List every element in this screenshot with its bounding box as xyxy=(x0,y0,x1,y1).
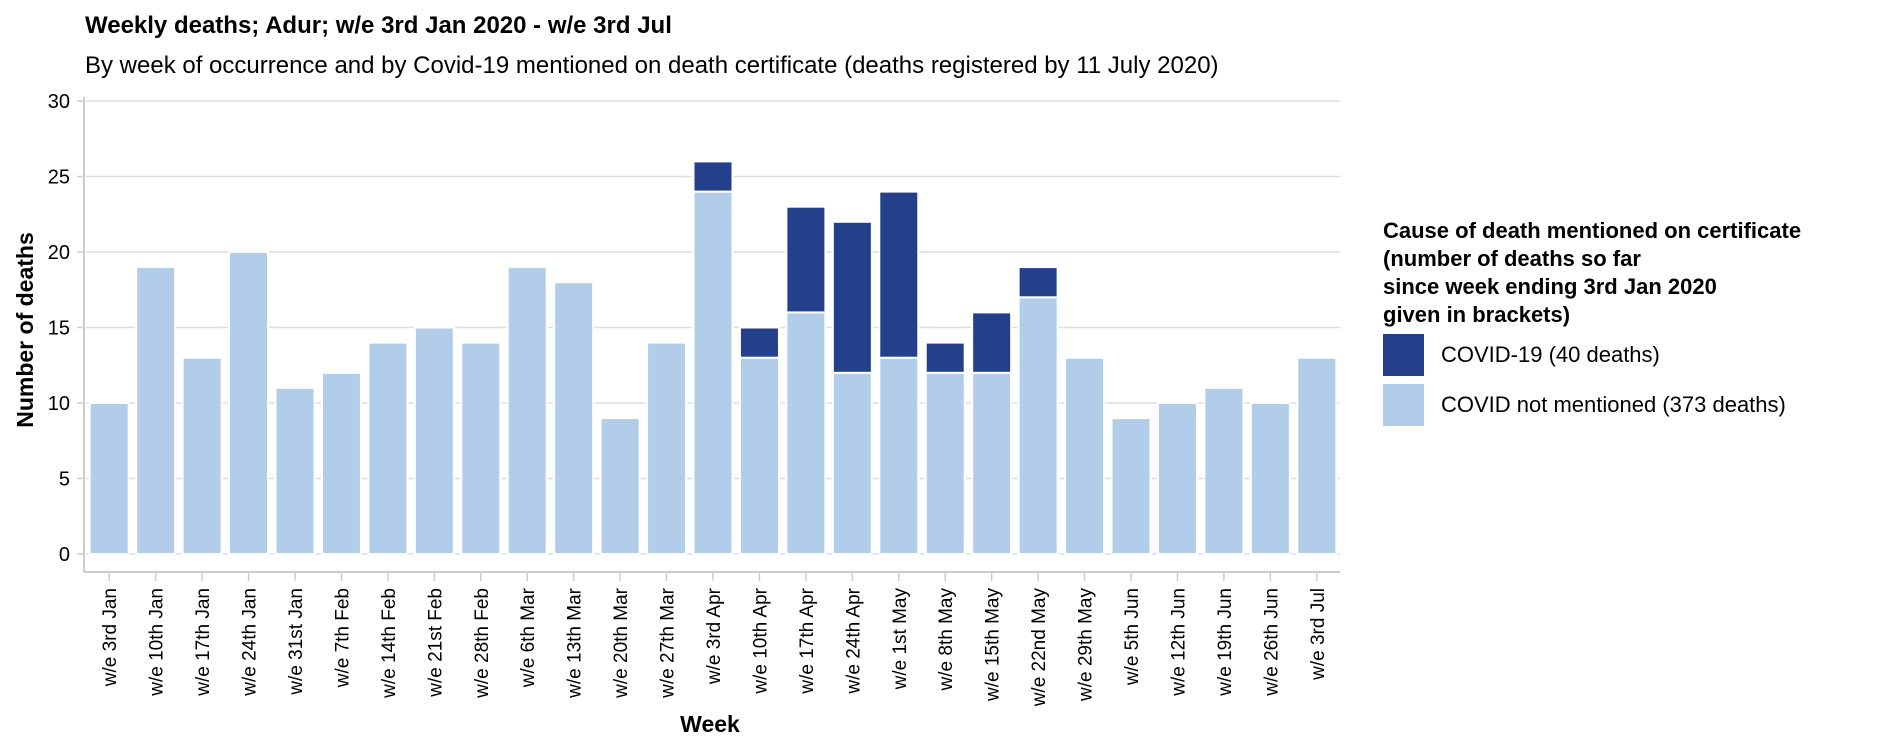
x-tick-label: w/e 14th Feb xyxy=(379,588,400,699)
x-tick-label: w/e 3rd Jul xyxy=(1308,588,1329,681)
bar-covid xyxy=(878,190,920,359)
bar-covid-not-mentioned xyxy=(460,341,502,555)
legend-item-covid: COVID-19 (40 deaths) xyxy=(1383,331,1853,379)
bar-covid-not-mentioned xyxy=(135,266,177,555)
bar-covid-not-mentioned xyxy=(738,356,780,556)
bar-covid-not-mentioned xyxy=(831,371,873,555)
x-tick-label: w/e 24th Jan xyxy=(240,588,261,697)
bar-covid xyxy=(971,311,1013,374)
bar-covid xyxy=(1017,266,1059,299)
x-tick-label: w/e 19th Jun xyxy=(1215,588,1236,697)
bar-covid-not-mentioned xyxy=(971,371,1013,555)
y-tick-label: 20 xyxy=(48,242,70,264)
y-tick-label: 10 xyxy=(48,393,70,415)
bar-covid-not-mentioned xyxy=(413,326,455,555)
x-tick-label: w/e 20th Mar xyxy=(611,587,632,698)
bar-covid-not-mentioned xyxy=(1156,402,1198,555)
x-tick-label: w/e 17th Jan xyxy=(193,588,214,697)
bar-covid xyxy=(738,326,780,359)
bar-covid-not-mentioned xyxy=(1296,356,1338,556)
y-tick-label: 30 xyxy=(48,91,70,113)
x-tick-label: w/e 3rd Jan xyxy=(100,588,121,687)
x-tick-label: w/e 29th May xyxy=(1076,588,1097,702)
bar-covid xyxy=(924,341,966,374)
legend: Cause of death mentioned on certificate … xyxy=(1383,217,1853,429)
x-tick-label: w/e 17th Apr xyxy=(797,587,818,694)
x-tick-label: w/e 1st May xyxy=(890,588,911,691)
x-tick-label: w/e 10th Apr xyxy=(750,587,771,694)
chart-subtitle: By week of occurrence and by Covid-19 me… xyxy=(85,52,1219,79)
bar-covid-not-mentioned xyxy=(553,281,595,555)
bar-covid-not-mentioned xyxy=(1064,356,1106,556)
x-tick-label: w/e 10th Jan xyxy=(147,588,168,697)
x-tick-label: w/e 22nd May xyxy=(1029,588,1050,708)
x-tick-label: w/e 8th May xyxy=(936,588,957,692)
x-tick-label: w/e 21st Feb xyxy=(425,588,446,698)
bar-covid-not-mentioned xyxy=(1249,402,1291,555)
bar-covid-not-mentioned xyxy=(228,251,270,555)
legend-label-covid: COVID-19 (40 deaths) xyxy=(1441,342,1660,367)
x-tick-label: w/e 31st Jan xyxy=(286,588,307,696)
x-tick-label: w/e 27th Mar xyxy=(658,587,679,698)
bar-covid-not-mentioned xyxy=(274,386,316,555)
bar-covid-not-mentioned xyxy=(646,341,688,555)
x-axis-title: Week xyxy=(680,711,740,737)
bar-covid-not-mentioned xyxy=(1203,386,1245,555)
bar-covid xyxy=(692,160,734,193)
x-tick-label: w/e 7th Feb xyxy=(332,588,353,688)
bar-covid xyxy=(831,220,873,374)
bar-covid-not-mentioned xyxy=(924,371,966,555)
bar-covid-not-mentioned xyxy=(785,311,827,555)
chart-title: Weekly deaths; Adur; w/e 3rd Jan 2020 - … xyxy=(85,12,672,39)
x-tick-label: w/e 12th Jun xyxy=(1168,588,1189,697)
y-tick-label: 5 xyxy=(59,469,70,491)
y-tick-label: 0 xyxy=(59,544,70,566)
legend-label-not-mentioned: COVID not mentioned (373 deaths) xyxy=(1441,392,1786,417)
bar-covid xyxy=(785,205,827,314)
x-tick-label: w/e 6th Mar xyxy=(518,587,539,688)
bar-covid-not-mentioned xyxy=(1110,417,1152,555)
bars xyxy=(88,160,1338,556)
y-tick-label: 15 xyxy=(48,318,70,340)
legend-swatch-covid xyxy=(1383,334,1424,376)
y-axis-title: Number of deaths xyxy=(12,232,38,428)
bar-covid-not-mentioned xyxy=(1017,296,1059,555)
x-tick-label: w/e 24th Apr xyxy=(843,587,864,694)
x-tick-label: w/e 26th Jun xyxy=(1261,588,1282,697)
legend-swatch-not-mentioned xyxy=(1383,384,1424,426)
x-tick-label: w/e 28th Feb xyxy=(472,588,493,699)
bar-covid-not-mentioned xyxy=(599,417,641,555)
bar-covid-not-mentioned xyxy=(367,341,409,555)
bar-covid-not-mentioned xyxy=(692,190,734,555)
x-tick-label: w/e 3rd Apr xyxy=(704,587,725,685)
bar-covid-not-mentioned xyxy=(506,266,548,555)
bar-covid-not-mentioned xyxy=(181,356,223,556)
bar-covid-not-mentioned xyxy=(88,402,130,555)
bar-covid-not-mentioned xyxy=(320,371,362,555)
legend-title: Cause of death mentioned on certificate … xyxy=(1383,218,1802,327)
bar-covid-not-mentioned xyxy=(878,356,920,556)
y-tick-label: 25 xyxy=(48,167,70,189)
x-tick-label: w/e 15th May xyxy=(983,588,1004,702)
axes: 0 5 10 15 20 25 30 w/e 3rd Jan w/e 10th Jan w/e 1… xyxy=(48,91,1340,707)
x-tick-label: w/e 5th Jun xyxy=(1122,588,1143,686)
x-tick-label: w/e 13th Mar xyxy=(565,587,586,698)
legend-item-not-mentioned: COVID not mentioned (373 deaths) xyxy=(1383,381,1853,429)
